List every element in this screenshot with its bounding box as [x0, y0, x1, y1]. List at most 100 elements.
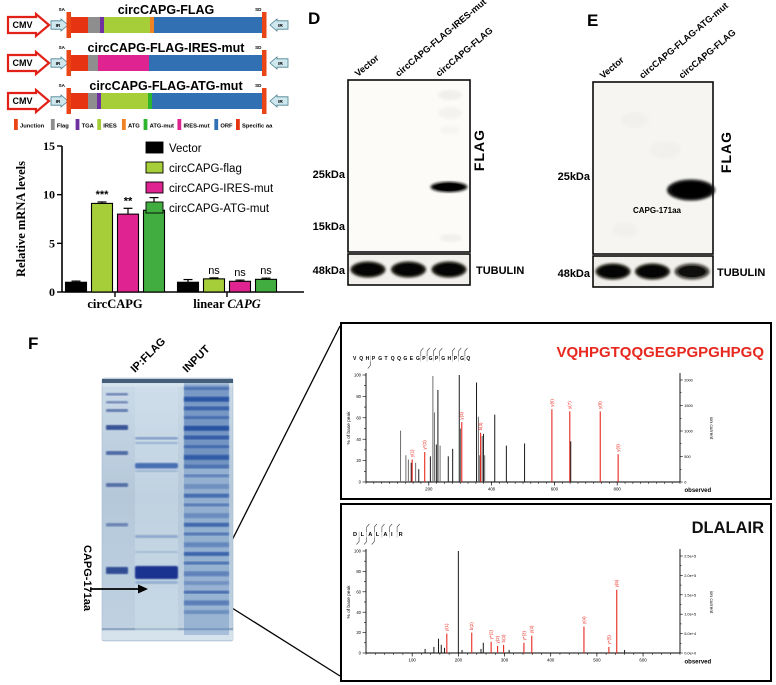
ir-arrow-right — [50, 18, 69, 32]
y-tick-label: 40 — [356, 610, 361, 615]
sequence-letter: I — [391, 532, 393, 538]
x-axis-title: observed — [685, 488, 712, 494]
gel-wells — [102, 383, 233, 387]
ms-spectrum-panel-2: DLALAIR % of base peak ion current obser… — [340, 503, 772, 682]
blot-artifact — [440, 234, 462, 242]
legend-label: Flag — [57, 124, 69, 130]
significance-label: ns — [260, 265, 272, 277]
junction-bar — [262, 88, 267, 114]
x-tick-label: 600 — [551, 487, 559, 492]
ion-label: b(3) — [478, 422, 483, 430]
input-band — [184, 610, 229, 615]
ion-label: b(2) — [469, 622, 474, 630]
legend-label: IRES — [103, 124, 117, 130]
sequence-letter: R — [399, 532, 403, 538]
y-ion-mark — [420, 347, 424, 356]
input-band — [184, 551, 229, 556]
flag-blot-box — [592, 81, 714, 255]
y-ion-mark — [464, 347, 468, 356]
right-tick-label: 2000 — [684, 378, 693, 383]
cmv-label: CMV — [13, 58, 33, 68]
y-tick-label: 0 — [359, 480, 362, 485]
ip-band — [135, 535, 178, 538]
right-axis-title: ion current — [708, 591, 714, 614]
flag-band-core — [434, 183, 464, 191]
lane-label: IP:FLAG — [129, 336, 169, 376]
y-tick-label: 0 — [359, 651, 362, 656]
ion-label: y(1) — [444, 623, 449, 631]
ip-band — [135, 437, 178, 440]
western-blot-panel-d: D FLAG TUBULIN Vector circCAPG-FLAG-IRES-… — [308, 0, 524, 286]
input-band — [184, 581, 229, 585]
x-tick-label: 100 — [409, 658, 417, 663]
marker-label: 25kDa — [313, 169, 346, 181]
gel-bottom-edge — [102, 631, 233, 640]
right-tick-label: 1000 — [684, 429, 693, 434]
sequence-letter: G — [416, 356, 420, 362]
y-tick-label: 5 — [49, 236, 55, 250]
bar — [64, 281, 88, 293]
block-tga — [100, 17, 104, 33]
blot-artifact — [612, 223, 638, 237]
input-band — [184, 590, 229, 594]
cmv-label: CMV — [13, 20, 33, 30]
significance-label: ns — [208, 265, 220, 277]
significance-label: *** — [96, 189, 110, 201]
y-tick-label: 20 — [356, 630, 361, 635]
junction-bar — [66, 88, 71, 114]
input-band — [184, 493, 229, 498]
y-tick-label: 0 — [49, 285, 55, 299]
sequence-letter: G — [403, 356, 407, 362]
y-ion-mark — [433, 347, 437, 356]
y-ion-mark — [396, 523, 400, 532]
flag-blot-label: FLAG — [471, 129, 487, 171]
cmv-promoter-arrow — [6, 11, 51, 39]
legend-label: TGA — [82, 124, 95, 130]
block-orf — [149, 55, 262, 71]
ir-arrow-right — [50, 94, 69, 108]
sequence-letter: Q — [359, 356, 363, 362]
significance-label: ns — [234, 267, 246, 279]
block-flag — [88, 17, 100, 33]
marker-band — [106, 401, 128, 404]
bar — [228, 280, 252, 293]
y-tick-label: 100 — [354, 549, 362, 554]
sequence-letter: A — [368, 532, 372, 538]
gel-bottom-line — [102, 628, 233, 630]
block-atg — [150, 17, 154, 33]
y-ion-mark — [439, 347, 443, 356]
legend-label: ATG — [128, 124, 140, 130]
band-annotation: CAPG-171aa — [633, 206, 682, 215]
legend-swatch — [145, 201, 164, 214]
legend-label: IRES-mut — [183, 124, 209, 130]
block-atg-mut — [148, 93, 152, 109]
legend-swatch — [121, 119, 126, 130]
right-tick-label: 500 — [684, 454, 691, 459]
sequence-letter: H — [366, 356, 370, 362]
legend-swatch — [236, 119, 240, 130]
construct-title: circCAPG-FLAG — [118, 3, 215, 17]
marker-label: 25kDa — [558, 171, 591, 183]
input-band — [184, 474, 229, 478]
marker-band — [106, 451, 128, 455]
ir-label: IR — [278, 23, 283, 29]
ion-label: y*(2) — [489, 629, 494, 639]
tubulin-band-core — [599, 266, 627, 277]
sequence-letter: L — [361, 532, 365, 538]
right-tick-label: 1.0e+5 — [684, 612, 696, 617]
gel-band-annotation: CAPG-171aa — [81, 545, 93, 612]
right-tick-label: 1.5e+5 — [684, 592, 696, 597]
block-orf — [152, 93, 262, 109]
input-band — [184, 396, 229, 402]
marker-band — [106, 567, 128, 574]
tubulin-blot-label: TUBULIN — [717, 267, 765, 279]
sequence-letter: P — [454, 356, 458, 362]
y-tick-label: 80 — [356, 569, 361, 574]
y-axis-title: % of base peak — [346, 585, 352, 619]
splice-donor-label: SD — [255, 83, 262, 88]
flag-band-core — [671, 182, 711, 198]
junction-bar — [66, 50, 71, 76]
coomassie-gel-panel-f: F CAPG-171aa IP:FLAG INPUT — [28, 334, 234, 642]
right-tick-label: 2.5e+5 — [684, 554, 696, 559]
y-tick-label: 10 — [43, 188, 55, 202]
